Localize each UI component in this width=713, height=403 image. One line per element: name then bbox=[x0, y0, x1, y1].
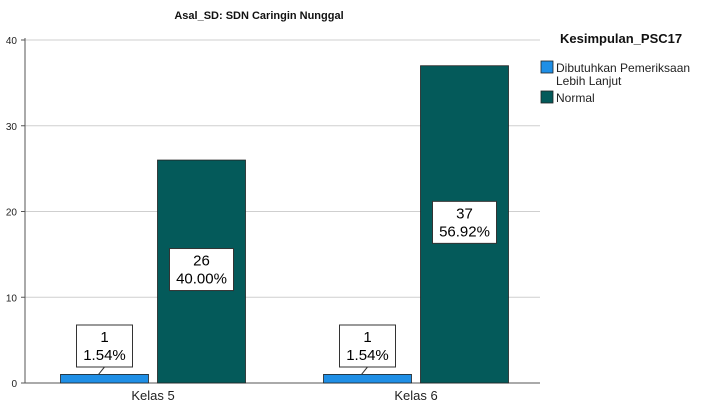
bar-dibutuhkan-kelas-5 bbox=[60, 374, 149, 384]
x-tick-label: Kelas 5 bbox=[131, 388, 174, 403]
y-tick-label: 40 bbox=[6, 36, 18, 47]
legend-label: Dibutuhkan Pemeriksaan bbox=[556, 61, 690, 75]
legend-swatch bbox=[540, 60, 554, 74]
legend-title: Kesimpulan_PSC17 bbox=[560, 31, 682, 46]
x-axis: Kelas 5 Kelas 6 bbox=[131, 388, 437, 403]
data-label-text: 1 bbox=[363, 329, 371, 346]
legend-label: Normal bbox=[556, 91, 595, 105]
x-tick-label: Kelas 6 bbox=[394, 388, 437, 403]
data-label-text: 37 bbox=[456, 205, 473, 222]
y-tick-label: 30 bbox=[6, 122, 18, 133]
data-label-text: 26 bbox=[193, 253, 210, 270]
y-tick-label: 10 bbox=[6, 293, 18, 304]
legend-label: Lebih Lanjut bbox=[556, 74, 622, 88]
y-tick-label: 20 bbox=[6, 208, 18, 219]
chart-title: Asal_SD: SDN Caringin Nunggal bbox=[174, 10, 343, 22]
data-label: 11.54% bbox=[76, 324, 133, 375]
data-label-text: 1 bbox=[100, 329, 108, 346]
data-label-text: 40.00% bbox=[176, 271, 227, 288]
data-label: 11.54% bbox=[339, 324, 396, 375]
data-label-text: 56.92% bbox=[439, 223, 490, 240]
legend: Kesimpulan_PSC17 Dibutuhkan PemeriksaanLe… bbox=[540, 31, 690, 105]
bar-dibutuhkan-kelas-6 bbox=[323, 374, 412, 384]
data-label-text: 1.54% bbox=[346, 347, 389, 364]
y-tick-label: 0 bbox=[11, 379, 17, 390]
data-label-text: 1.54% bbox=[83, 347, 126, 364]
legend-swatch bbox=[540, 90, 554, 104]
